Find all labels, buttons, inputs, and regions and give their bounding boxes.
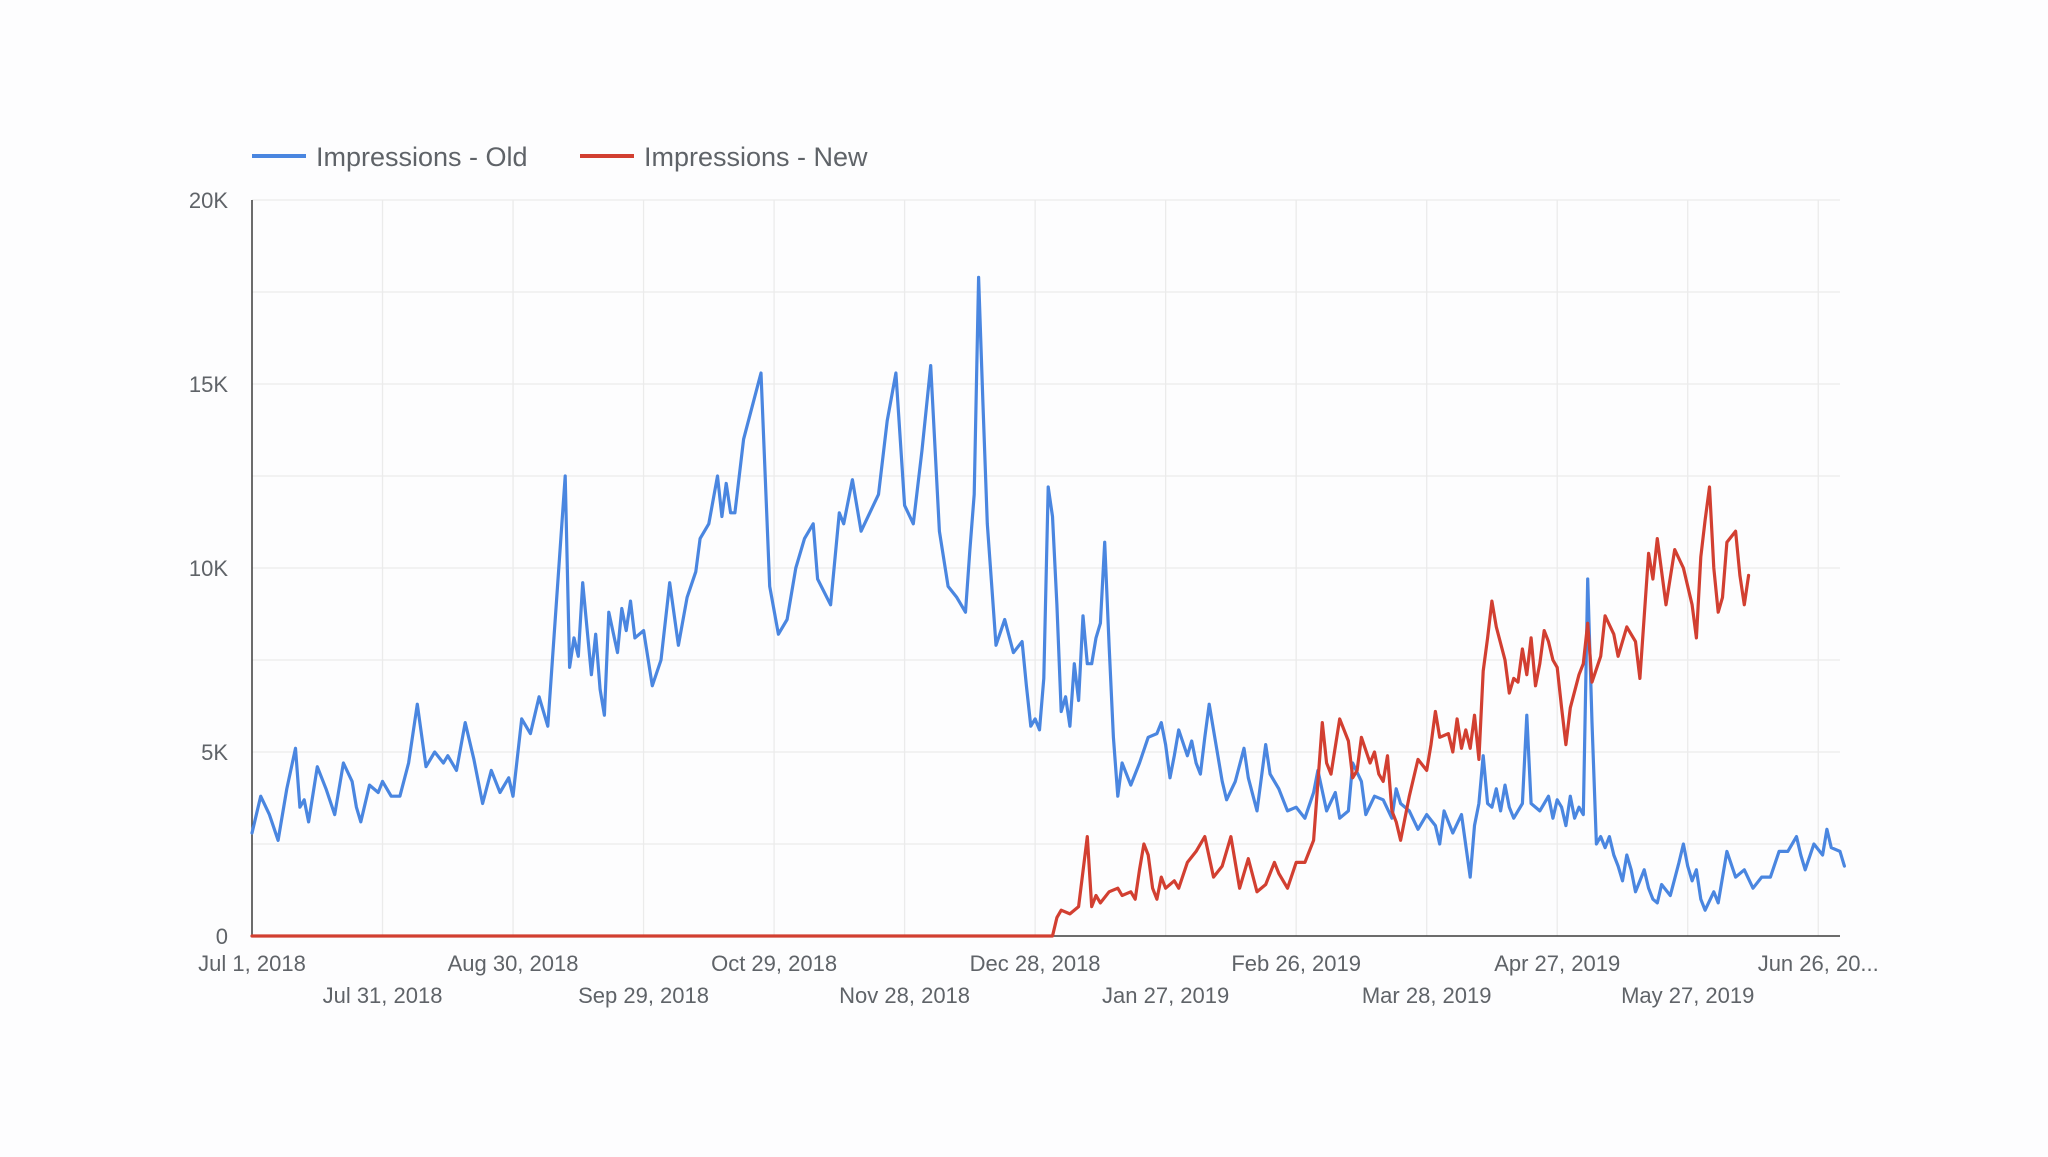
legend-item-impressions-new[interactable]: Impressions - New [580,142,868,172]
x-tick-label: Mar 28, 2019 [1362,983,1492,1008]
x-tick-label: Oct 29, 2018 [711,951,837,976]
x-tick-label: Nov 28, 2018 [839,983,970,1008]
series-line-impressions-new [250,485,1751,938]
x-tick-label: Apr 27, 2019 [1494,951,1620,976]
y-tick-label: 10K [189,556,228,581]
gridlines [252,199,1840,936]
y-tick-label: 0 [216,924,228,949]
x-tick-label: May 27, 2019 [1621,983,1754,1008]
x-tick-label: Jun 26, 20... [1758,951,1879,976]
x-tick-label: Aug 30, 2018 [448,951,579,976]
x-tick-label: Dec 28, 2018 [970,951,1101,976]
x-tick-label: Feb 26, 2019 [1231,951,1361,976]
y-tick-label: 20K [189,188,228,213]
x-tick-label: Sep 29, 2018 [578,983,709,1008]
data-series [250,275,1846,938]
series-line-impressions-old [250,275,1846,912]
y-axis-tick-labels: 0 5K 10K 15K 20K [189,188,228,949]
x-tick-label: Jul 31, 2018 [323,983,443,1008]
legend-label: Impressions - Old [316,142,528,172]
y-tick-label: 5K [201,740,228,765]
x-tick-label: Jan 27, 2019 [1102,983,1229,1008]
x-tick-label: Jul 1, 2018 [198,951,306,976]
legend-item-impressions-old[interactable]: Impressions - Old [252,142,528,172]
y-tick-label: 15K [189,372,228,397]
legend: Impressions - Old Impressions - New [252,142,868,172]
legend-label: Impressions - New [644,142,868,172]
